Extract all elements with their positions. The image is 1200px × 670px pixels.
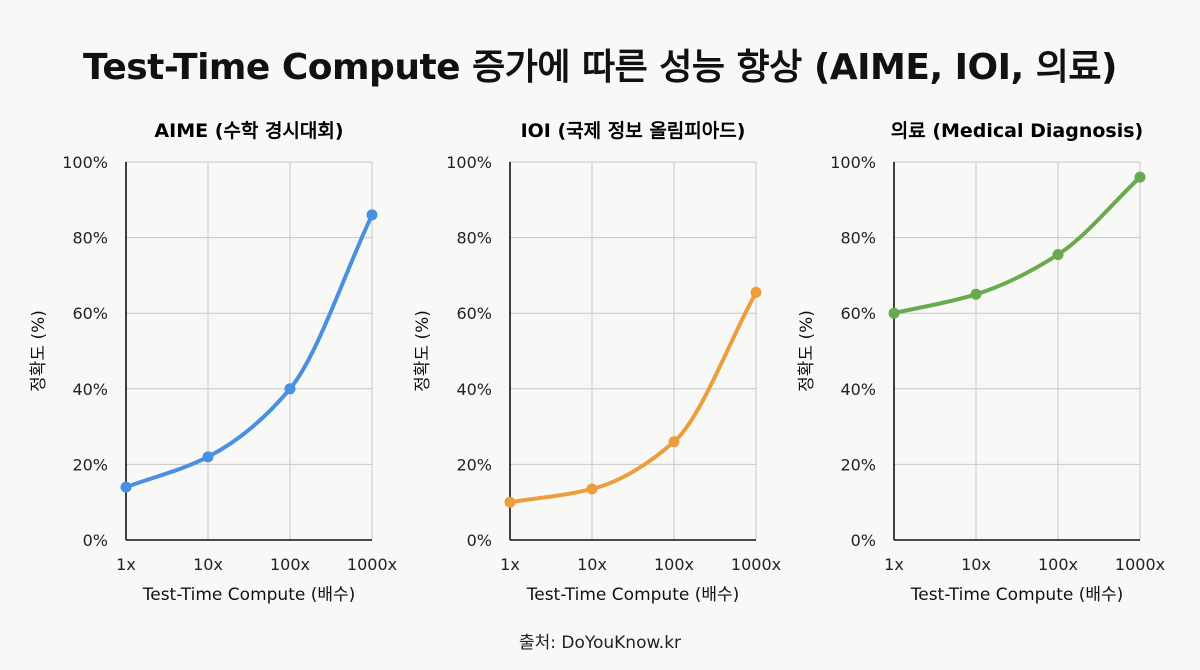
y-axis-label: 정확도 (%) xyxy=(413,310,433,392)
y-tick-label: 20% xyxy=(840,455,876,474)
series-line xyxy=(508,290,758,505)
x-tick-label: 10x xyxy=(577,555,607,574)
data-point xyxy=(750,286,762,298)
data-point xyxy=(202,451,214,463)
chart-title: IOI (국제 정보 올림피아드) xyxy=(521,120,746,142)
data-point xyxy=(970,288,982,300)
data-point xyxy=(586,483,598,495)
data-point xyxy=(668,436,680,448)
x-tick-label: 100x xyxy=(654,555,694,574)
data-point xyxy=(120,481,132,493)
y-tick-label: 20% xyxy=(456,455,492,474)
x-tick-label: 1000x xyxy=(731,555,781,574)
data-point xyxy=(504,496,516,508)
x-tick-label: 1000x xyxy=(1115,555,1165,574)
y-tick-label: 40% xyxy=(840,380,876,399)
x-tick-label: 1x xyxy=(884,555,904,574)
chart-title: AIME (수학 경시대회) xyxy=(154,120,343,142)
x-tick-label: 1x xyxy=(116,555,136,574)
x-tick-label: 1000x xyxy=(347,555,397,574)
data-point xyxy=(366,209,378,221)
y-tick-label: 40% xyxy=(456,380,492,399)
data-point xyxy=(1134,171,1146,183)
y-tick-label: 60% xyxy=(840,304,876,323)
series-line xyxy=(124,212,374,490)
x-tick-label: 1x xyxy=(500,555,520,574)
y-tick-label: 20% xyxy=(72,455,108,474)
chart-panel-2: IOI (국제 정보 올림피아드) 0% 20% 40% 60% 80% 100% 1x 10x… xyxy=(413,120,781,605)
data-point xyxy=(1052,249,1064,261)
y-axis-label: 정확도 (%) xyxy=(29,310,49,392)
y-tick-label: 100% xyxy=(830,153,876,172)
series-line xyxy=(892,175,1142,316)
x-tick-label: 100x xyxy=(1038,555,1078,574)
chart-title: 의료 (Medical Diagnosis) xyxy=(891,120,1143,142)
source-note: 출처: DoYouKnow.kr xyxy=(518,633,682,653)
y-tick-label: 100% xyxy=(62,153,108,172)
main-title: Test-Time Compute 증가에 따른 성능 향상 (AIME, IO… xyxy=(83,47,1117,88)
y-axis-label: 정확도 (%) xyxy=(797,310,817,392)
y-tick-label: 80% xyxy=(840,229,876,248)
y-tick-label: 60% xyxy=(456,304,492,323)
chart-panel-3: 의료 (Medical Diagnosis) 0% 20% 40% 60% 80% 100%… xyxy=(797,120,1165,605)
x-axis-label: Test-Time Compute (배수) xyxy=(526,585,740,605)
y-tick-label: 100% xyxy=(446,153,492,172)
y-tick-label: 0% xyxy=(851,531,876,550)
data-point xyxy=(888,307,900,319)
x-tick-label: 10x xyxy=(193,555,223,574)
y-tick-label: 80% xyxy=(456,229,492,248)
chart-panel-1: AIME (수학 경시대회) 0% 20% 40% 60% 80% 100% 1x 10x 100… xyxy=(29,120,397,605)
x-tick-label: 10x xyxy=(961,555,991,574)
data-point xyxy=(284,383,296,395)
x-axis-label: Test-Time Compute (배수) xyxy=(142,585,356,605)
y-tick-label: 0% xyxy=(83,531,108,550)
y-tick-label: 80% xyxy=(72,229,108,248)
y-tick-label: 0% xyxy=(467,531,492,550)
y-tick-label: 40% xyxy=(72,380,108,399)
y-tick-label: 60% xyxy=(72,304,108,323)
x-axis-label: Test-Time Compute (배수) xyxy=(910,585,1124,605)
x-tick-label: 100x xyxy=(270,555,310,574)
